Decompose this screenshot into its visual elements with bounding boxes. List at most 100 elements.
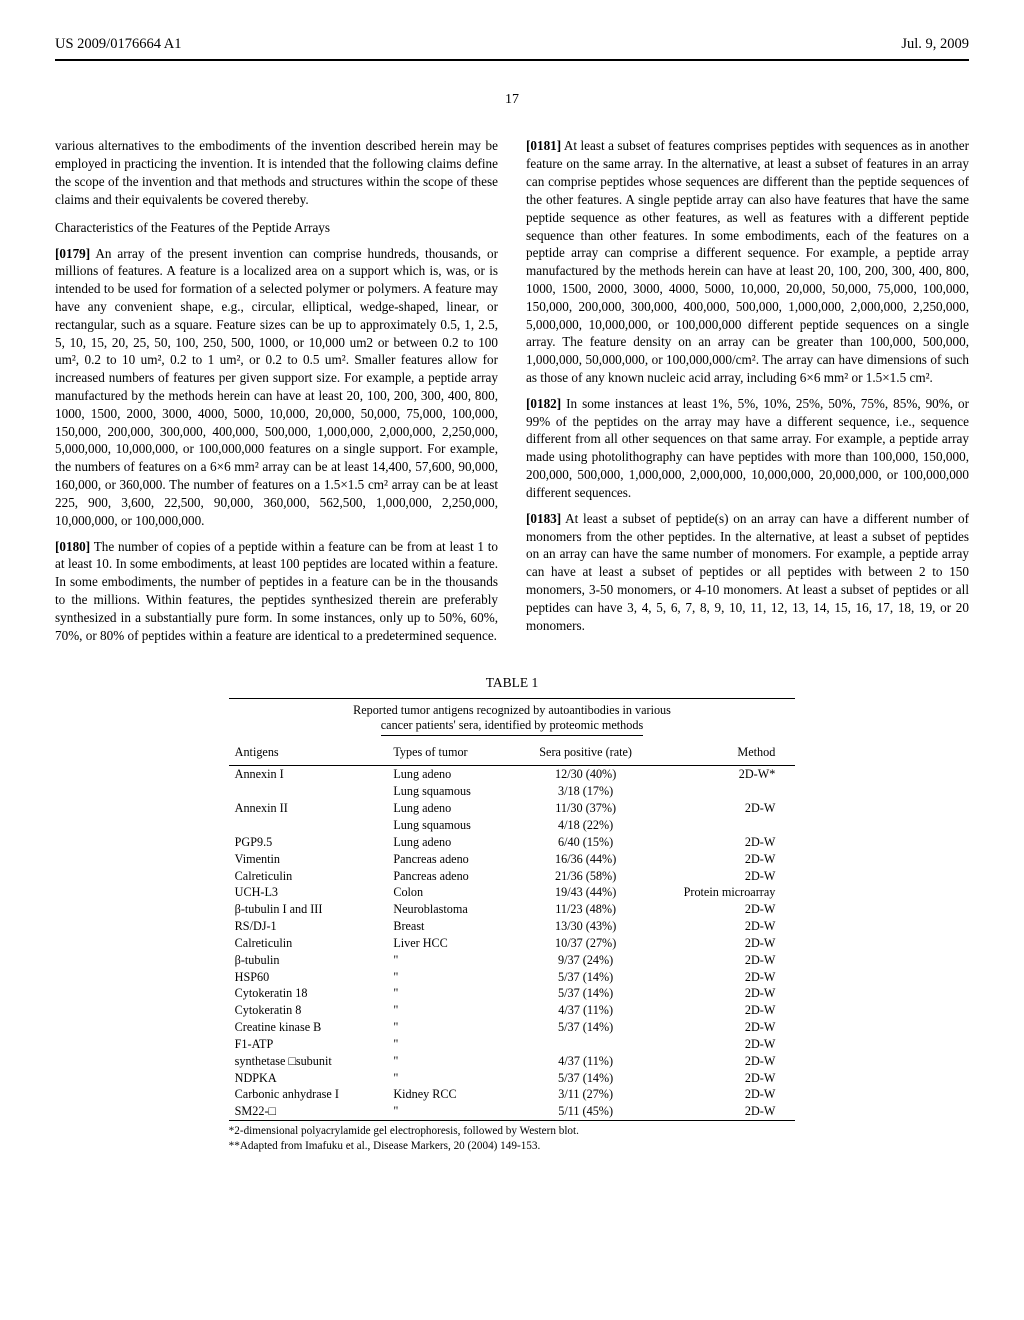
table-cell: Lung squamous	[387, 817, 523, 834]
table-row: UCH-L3Colon19/43 (44%)Protein microarray	[229, 884, 796, 901]
col-method: Method	[648, 740, 795, 765]
table-cell: Calreticulin	[229, 868, 388, 885]
footnote-2: **Adapted from Imafuku et al., Disease M…	[229, 1139, 796, 1154]
table-cell: SM22-□	[229, 1103, 388, 1120]
left-column: various alternatives to the embodiments …	[55, 137, 498, 652]
table-cell: 2D-W	[648, 851, 795, 868]
para-number-0179: [0179]	[55, 246, 90, 261]
table-cell: Kidney RCC	[387, 1086, 523, 1103]
table-cell: 2D-W	[648, 1002, 795, 1019]
table-cell: Annexin II	[229, 800, 388, 817]
publication-date: Jul. 9, 2009	[901, 35, 969, 55]
table-cell: 2D-W	[648, 800, 795, 817]
table-cell: Lung adeno	[387, 800, 523, 817]
paragraph-0183: [0183] At least a subset of peptide(s) o…	[526, 510, 969, 635]
table-cell: synthetase □subunit	[229, 1053, 388, 1070]
table-cell: 2D-W	[648, 1036, 795, 1053]
two-column-body: various alternatives to the embodiments …	[55, 137, 969, 652]
paragraph-0182: [0182] In some instances at least 1%, 5%…	[526, 395, 969, 502]
table-cell: 2D-W	[648, 969, 795, 986]
table-cell: 4/37 (11%)	[523, 1053, 648, 1070]
table-cell: 5/11 (45%)	[523, 1103, 648, 1120]
table-cell: Annexin I	[229, 765, 388, 783]
table-cell: Carbonic anhydrase I	[229, 1086, 388, 1103]
table-cell: 2D-W	[648, 901, 795, 918]
table-cell: 9/37 (24%)	[523, 952, 648, 969]
col-types: Types of tumor	[387, 740, 523, 765]
table-row: Annexin IILung adeno11/30 (37%)2D-W	[229, 800, 796, 817]
table-cell: Breast	[387, 918, 523, 935]
table-row: β-tubulin I and IIINeuroblastoma11/23 (4…	[229, 901, 796, 918]
table-cell: 5/37 (14%)	[523, 1019, 648, 1036]
table-cell: Cytokeratin 8	[229, 1002, 388, 1019]
table-cell: 5/37 (14%)	[523, 969, 648, 986]
table-cell: "	[387, 1002, 523, 1019]
table-cell: 4/37 (11%)	[523, 1002, 648, 1019]
table-footnotes: *2-dimensional polyacrylamide gel electr…	[229, 1121, 796, 1153]
table-cell: 10/37 (27%)	[523, 935, 648, 952]
table-row: Cytokeratin 18"5/37 (14%)2D-W	[229, 985, 796, 1002]
table-cell: "	[387, 1070, 523, 1087]
table-row: Carbonic anhydrase IKidney RCC3/11 (27%)…	[229, 1086, 796, 1103]
para-number-0182: [0182]	[526, 396, 561, 411]
table-row: synthetase □subunit"4/37 (11%)2D-W	[229, 1053, 796, 1070]
table-cell: Neuroblastoma	[387, 901, 523, 918]
table-cell: 2D-W	[648, 868, 795, 885]
table-row: NDPKA"5/37 (14%)2D-W	[229, 1070, 796, 1087]
table-cell: 3/18 (17%)	[523, 783, 648, 800]
table-cell: "	[387, 1019, 523, 1036]
table-cell: 2D-W*	[648, 765, 795, 783]
table-cell: "	[387, 985, 523, 1002]
table-cell: 2D-W	[648, 1103, 795, 1120]
table-cell: Creatine kinase B	[229, 1019, 388, 1036]
table-cell: 5/37 (14%)	[523, 985, 648, 1002]
table-cell: NDPKA	[229, 1070, 388, 1087]
table-row: VimentinPancreas adeno16/36 (44%)2D-W	[229, 851, 796, 868]
table-cell: Protein microarray	[648, 884, 795, 901]
paragraph-0179: [0179] An array of the present invention…	[55, 245, 498, 530]
table-row: Cytokeratin 8"4/37 (11%)2D-W	[229, 1002, 796, 1019]
col-antigens: Antigens	[229, 740, 388, 765]
para-text-0180: The number of copies of a peptide within…	[55, 539, 498, 643]
table-1: TABLE 1 Reported tumor antigens recogniz…	[55, 674, 969, 1153]
table-cell: 12/30 (40%)	[523, 765, 648, 783]
table-row: RS/DJ-1Breast13/30 (43%)2D-W	[229, 918, 796, 935]
header-divider	[55, 59, 969, 61]
table-cell: Liver HCC	[387, 935, 523, 952]
intro-paragraph: various alternatives to the embodiments …	[55, 137, 498, 208]
table-label: TABLE 1	[229, 674, 796, 692]
table-header-row: Antigens Types of tumor Sera positive (r…	[229, 740, 796, 765]
table-inner: Antigens Types of tumor Sera positive (r…	[229, 740, 796, 1120]
table-row: CalreticulinLiver HCC10/37 (27%)2D-W	[229, 935, 796, 952]
table-cell: 2D-W	[648, 935, 795, 952]
table-cell: 2D-W	[648, 1070, 795, 1087]
table-cell	[229, 817, 388, 834]
table-cell	[229, 783, 388, 800]
table-cell	[523, 1036, 648, 1053]
table-cell: 2D-W	[648, 1019, 795, 1036]
table-cell: 5/37 (14%)	[523, 1070, 648, 1087]
table-cell: 2D-W	[648, 918, 795, 935]
table-row: Lung squamous4/18 (22%)	[229, 817, 796, 834]
table-cell: 13/30 (43%)	[523, 918, 648, 935]
table-cell: 11/23 (48%)	[523, 901, 648, 918]
table-cell: Cytokeratin 18	[229, 985, 388, 1002]
table-cell: 2D-W	[648, 985, 795, 1002]
paragraph-0181: [0181] At least a subset of features com…	[526, 137, 969, 386]
para-text-0183: At least a subset of peptide(s) on an ar…	[526, 511, 969, 633]
table-cell: UCH-L3	[229, 884, 388, 901]
table-cell: "	[387, 1053, 523, 1070]
page-header: US 2009/0176664 A1 Jul. 9, 2009	[55, 35, 969, 55]
table-cell: "	[387, 1036, 523, 1053]
table-row: PGP9.5Lung adeno6/40 (15%)2D-W	[229, 834, 796, 851]
para-text-0181: At least a subset of features comprises …	[526, 138, 969, 385]
table-cell: 6/40 (15%)	[523, 834, 648, 851]
table-row: Lung squamous3/18 (17%)	[229, 783, 796, 800]
table-cell: 4/18 (22%)	[523, 817, 648, 834]
table-cell: "	[387, 952, 523, 969]
para-text-0182: In some instances at least 1%, 5%, 10%, …	[526, 396, 969, 500]
table-cell: "	[387, 1103, 523, 1120]
para-number-0180: [0180]	[55, 539, 90, 554]
page-number: 17	[55, 91, 969, 110]
table-cell: 2D-W	[648, 834, 795, 851]
